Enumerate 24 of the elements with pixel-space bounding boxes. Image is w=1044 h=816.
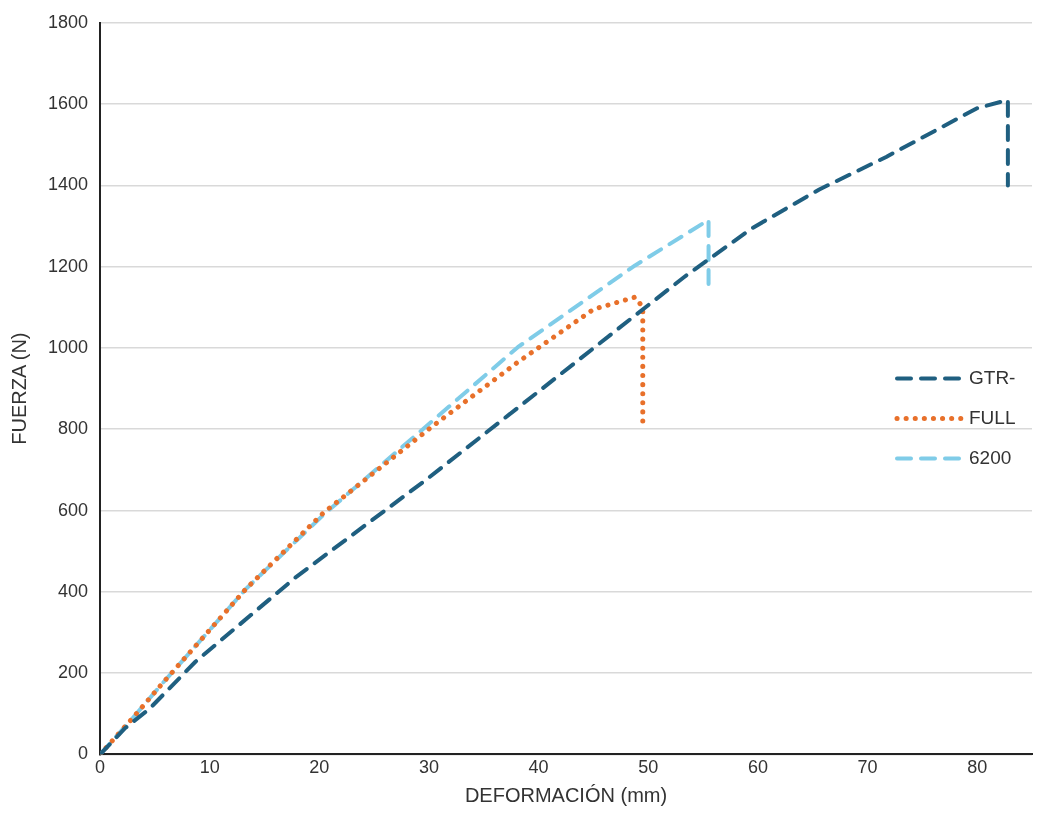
legend-label: FULL (969, 406, 1016, 428)
x-tick-label: 80 (967, 757, 988, 778)
x-tick-label: 0 (95, 757, 106, 778)
legend-label: 6200 (969, 446, 1012, 468)
y-tick-label: 600 (58, 499, 89, 520)
x-tick-label: 70 (857, 757, 878, 778)
y-tick-label: 1600 (48, 93, 89, 114)
y-tick-label: 1000 (48, 336, 89, 357)
y-tick-label: 1800 (48, 11, 89, 32)
y-axis-title: FUERZA (N) (7, 332, 30, 445)
y-tick-label: 800 (58, 418, 89, 439)
x-tick-label: 60 (747, 757, 768, 778)
x-tick-label: 20 (309, 757, 330, 778)
y-tick-label: 200 (58, 662, 89, 683)
x-tick-label: 30 (418, 757, 439, 778)
y-tick-label: 1200 (48, 255, 89, 276)
x-axis-title: DEFORMACIÓN (mm) (464, 783, 668, 806)
x-tick-label: 40 (528, 757, 549, 778)
y-tick-label: 0 (78, 743, 89, 764)
legend-label: GTR- (969, 366, 1016, 388)
y-tick-label: 1400 (48, 174, 89, 195)
x-tick-label: 10 (199, 757, 220, 778)
y-tick-label: 400 (58, 580, 89, 601)
x-tick-label: 50 (638, 757, 659, 778)
